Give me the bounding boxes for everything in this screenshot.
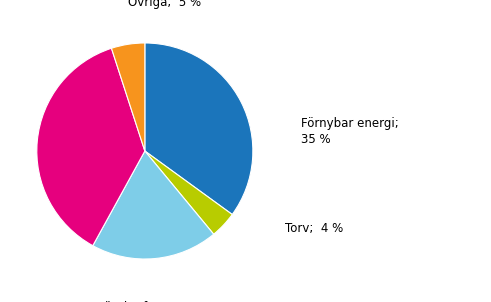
Text: Förnybar energi;
35 %: Förnybar energi; 35 % <box>301 117 399 146</box>
Text: Övriga;  5 %: Övriga; 5 % <box>128 0 201 9</box>
Wedge shape <box>93 151 214 259</box>
Text: Torv;  4 %: Torv; 4 % <box>285 222 344 235</box>
Wedge shape <box>111 43 145 151</box>
Text: Kärnkraft;  19 %: Kärnkraft; 19 % <box>97 301 193 302</box>
Wedge shape <box>37 48 145 246</box>
Wedge shape <box>145 43 253 214</box>
Wedge shape <box>145 151 232 234</box>
